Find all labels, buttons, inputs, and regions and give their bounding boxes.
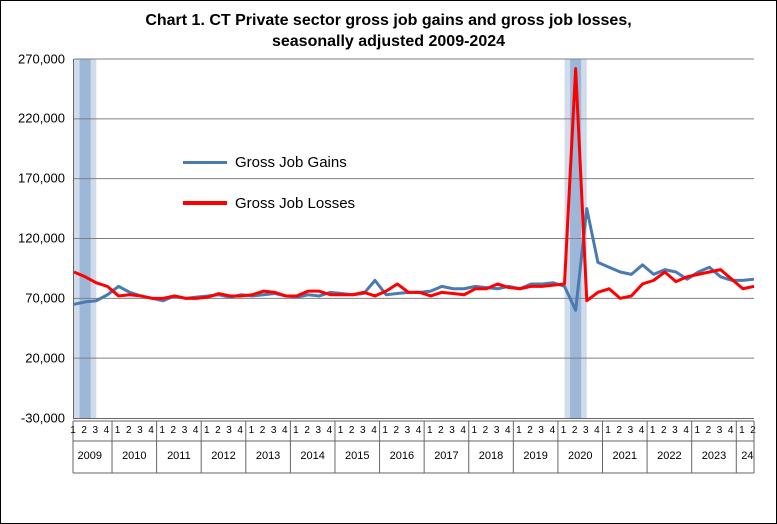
svg-text:3: 3 xyxy=(271,425,277,436)
svg-text:2019: 2019 xyxy=(523,450,547,462)
x-axis: 1234200912342010123420111234201212342013… xyxy=(73,419,754,499)
svg-text:1: 1 xyxy=(159,425,165,436)
svg-text:1: 1 xyxy=(70,425,76,436)
svg-text:2014: 2014 xyxy=(300,450,324,462)
svg-text:2: 2 xyxy=(304,425,310,436)
svg-text:2: 2 xyxy=(438,425,444,436)
svg-text:1: 1 xyxy=(650,425,656,436)
x-axis-svg: 1234200912342010123420111234201212342013… xyxy=(73,419,754,499)
svg-text:3: 3 xyxy=(672,425,678,436)
plot-area-wrap: -30,00020,00070,000120,000170,000220,000… xyxy=(13,59,764,499)
svg-text:1: 1 xyxy=(605,425,611,436)
svg-text:4: 4 xyxy=(639,425,645,436)
svg-text:1: 1 xyxy=(249,425,255,436)
svg-text:2: 2 xyxy=(706,425,712,436)
svg-text:3: 3 xyxy=(449,425,455,436)
svg-text:4: 4 xyxy=(193,425,199,436)
svg-text:4: 4 xyxy=(237,425,243,436)
svg-text:1: 1 xyxy=(115,425,121,436)
title-line-1: Chart 1. CT Private sector gross job gai… xyxy=(145,12,631,29)
svg-text:2: 2 xyxy=(260,425,266,436)
svg-text:2013: 2013 xyxy=(256,450,280,462)
svg-text:4: 4 xyxy=(728,425,734,436)
svg-text:2: 2 xyxy=(393,425,399,436)
svg-text:4: 4 xyxy=(594,425,600,436)
svg-text:1: 1 xyxy=(739,425,745,436)
y-axis-labels: -30,00020,00070,000120,000170,000220,000… xyxy=(13,59,69,419)
svg-text:2011: 2011 xyxy=(167,450,191,462)
svg-text:2: 2 xyxy=(527,425,533,436)
svg-text:3: 3 xyxy=(494,425,500,436)
svg-text:24: 24 xyxy=(741,450,753,462)
svg-text:1: 1 xyxy=(382,425,388,436)
plot-area xyxy=(73,59,754,419)
svg-text:3: 3 xyxy=(182,425,188,436)
svg-text:2015: 2015 xyxy=(345,450,369,462)
svg-text:2: 2 xyxy=(171,425,177,436)
svg-text:3: 3 xyxy=(360,425,366,436)
svg-text:4: 4 xyxy=(148,425,154,436)
svg-text:3: 3 xyxy=(405,425,411,436)
svg-text:2022: 2022 xyxy=(657,450,681,462)
svg-text:1: 1 xyxy=(204,425,210,436)
svg-text:4: 4 xyxy=(371,425,377,436)
svg-text:2: 2 xyxy=(483,425,489,436)
svg-text:2010: 2010 xyxy=(122,450,146,462)
svg-text:3: 3 xyxy=(315,425,321,436)
svg-text:3: 3 xyxy=(538,425,544,436)
svg-text:3: 3 xyxy=(137,425,143,436)
legend-swatch-gains xyxy=(183,161,227,164)
legend: Gross Job Gains Gross Job Losses xyxy=(183,154,355,236)
svg-text:2020: 2020 xyxy=(568,450,592,462)
svg-text:2: 2 xyxy=(215,425,221,436)
svg-text:2: 2 xyxy=(349,425,355,436)
legend-label-gains: Gross Job Gains xyxy=(235,154,347,171)
svg-text:2018: 2018 xyxy=(479,450,503,462)
legend-label-losses: Gross Job Losses xyxy=(235,195,355,212)
svg-text:4: 4 xyxy=(505,425,511,436)
svg-text:2: 2 xyxy=(81,425,87,436)
svg-text:1: 1 xyxy=(516,425,522,436)
svg-text:2: 2 xyxy=(661,425,667,436)
chart-title: Chart 1. CT Private sector gross job gai… xyxy=(13,11,764,53)
svg-text:3: 3 xyxy=(93,425,99,436)
svg-text:4: 4 xyxy=(282,425,288,436)
svg-text:2: 2 xyxy=(572,425,578,436)
svg-text:2021: 2021 xyxy=(613,450,637,462)
svg-text:1: 1 xyxy=(427,425,433,436)
svg-text:2016: 2016 xyxy=(390,450,414,462)
svg-text:3: 3 xyxy=(628,425,634,436)
svg-text:2017: 2017 xyxy=(434,450,458,462)
legend-entry-losses: Gross Job Losses xyxy=(183,195,355,212)
legend-swatch-losses xyxy=(183,201,227,205)
svg-text:4: 4 xyxy=(416,425,422,436)
svg-text:1: 1 xyxy=(472,425,478,436)
svg-text:4: 4 xyxy=(683,425,689,436)
svg-text:2: 2 xyxy=(750,425,756,436)
title-line-2: seasonally adjusted 2009-2024 xyxy=(272,33,505,50)
svg-text:1: 1 xyxy=(694,425,700,436)
svg-text:2: 2 xyxy=(616,425,622,436)
svg-text:1: 1 xyxy=(338,425,344,436)
svg-text:2: 2 xyxy=(126,425,132,436)
svg-text:3: 3 xyxy=(583,425,589,436)
plot-svg xyxy=(74,59,754,418)
svg-text:1: 1 xyxy=(561,425,567,436)
svg-text:1: 1 xyxy=(293,425,299,436)
legend-entry-gains: Gross Job Gains xyxy=(183,154,355,171)
svg-text:4: 4 xyxy=(104,425,110,436)
svg-text:4: 4 xyxy=(327,425,333,436)
svg-text:3: 3 xyxy=(226,425,232,436)
svg-text:4: 4 xyxy=(460,425,466,436)
svg-text:4: 4 xyxy=(550,425,556,436)
svg-text:3: 3 xyxy=(717,425,723,436)
chart-container: Chart 1. CT Private sector gross job gai… xyxy=(0,0,777,524)
svg-text:2023: 2023 xyxy=(702,450,726,462)
svg-text:2009: 2009 xyxy=(77,450,101,462)
svg-text:2012: 2012 xyxy=(211,450,235,462)
